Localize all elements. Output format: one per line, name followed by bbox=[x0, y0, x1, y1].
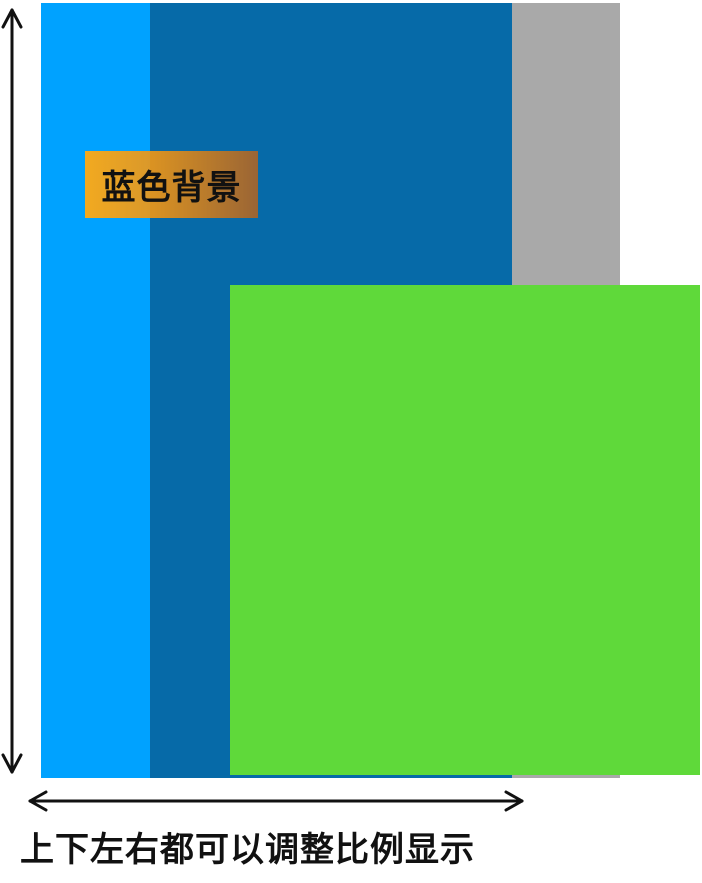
caption-text: 上下左右都可以调整比例显示 bbox=[20, 830, 475, 870]
vertical-arrow bbox=[1, 8, 23, 774]
blue-background-label-text: 蓝色背景 bbox=[101, 168, 242, 208]
horizontal-arrow bbox=[28, 790, 524, 812]
blue-background-label: 蓝色背景 bbox=[85, 151, 258, 218]
green-panel bbox=[230, 285, 700, 775]
light-blue-column bbox=[41, 3, 150, 778]
